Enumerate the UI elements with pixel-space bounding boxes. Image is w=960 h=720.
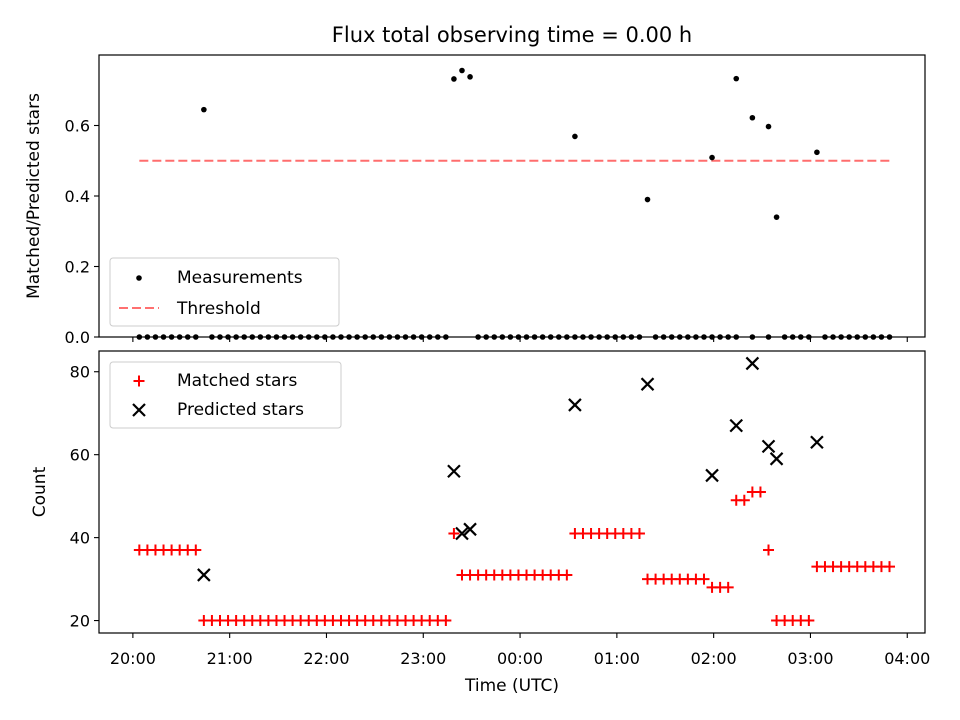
top-y-ticks: 0.0 0.2 0.4 0.6 <box>65 117 99 347</box>
top-y-tick-label: 0.2 <box>65 258 90 277</box>
bottom-legend-box <box>109 361 342 429</box>
matched-star-point <box>722 581 734 593</box>
matched-star-point <box>884 561 896 573</box>
x-axis-label: Time (UTC) <box>464 676 559 696</box>
x-tick-label: 00:00 <box>497 649 543 668</box>
measurement-point <box>572 133 578 140</box>
predicted-star-point <box>810 435 824 450</box>
measurement-point <box>201 106 207 113</box>
matched-star-point <box>738 494 750 506</box>
measurement-point <box>467 74 473 80</box>
top-x-ticks <box>132 337 908 342</box>
measurement-point <box>733 75 740 82</box>
bottom-y-tick-label: 80 <box>70 363 90 382</box>
measurement-point <box>709 154 715 161</box>
top-panel: 0.0 0.2 0.4 0.6 Matched/Predicted stars Mea… <box>24 54 926 347</box>
bottom-panel: 20 40 60 80 20:00 21:00 22:00 23:00 00:00 01:00 0… <box>30 350 930 696</box>
measurement-point <box>765 123 772 130</box>
predicted-star-point <box>745 356 760 371</box>
predicted-star-point <box>568 398 582 412</box>
x-tick-label: 20:00 <box>110 649 156 668</box>
predicted-star-point <box>640 377 655 391</box>
predicted-star-point <box>761 439 776 454</box>
predicted-star-point <box>705 468 719 483</box>
legend-predicted-label: Predicted stars <box>177 400 304 420</box>
legend-threshold-label: Threshold <box>176 299 261 319</box>
top-y-tick-label: 0.0 <box>65 328 90 347</box>
matched-star-point <box>763 544 775 556</box>
matched-star-point <box>190 544 202 556</box>
measurement-point <box>749 114 756 121</box>
figure-title: Flux total observing time = 0.00 h <box>332 23 692 47</box>
top-y-tick-label: 0.6 <box>65 117 90 136</box>
legend-measurements-marker <box>136 275 142 281</box>
legend-predicted-marker <box>132 403 146 417</box>
top-y-axis-label: Matched/Predicted stars <box>24 93 44 299</box>
measurement-point <box>773 214 780 220</box>
top-legend-box <box>109 257 340 327</box>
matched-star-point <box>754 486 766 498</box>
legend-matched-marker <box>133 375 145 387</box>
x-tick-label: 02:00 <box>691 649 737 668</box>
predicted-star-point <box>447 464 461 479</box>
bottom-y-tick-label: 20 <box>70 612 90 631</box>
predicted-star-point <box>463 522 477 537</box>
matched-star-point <box>561 569 573 581</box>
matched-star-point <box>633 527 645 539</box>
top-y-tick-label: 0.4 <box>65 187 90 206</box>
measurement-point <box>814 149 820 156</box>
bottom-legend: Matched stars Predicted stars <box>109 361 342 429</box>
x-tick-label: 23:00 <box>400 649 446 668</box>
legend-matched-label: Matched stars <box>177 371 297 391</box>
measurement-point <box>459 67 465 74</box>
bottom-axes-frame <box>98 350 926 634</box>
x-tick-label: 04:00 <box>884 649 930 668</box>
bottom-y-tick-label: 40 <box>70 529 90 548</box>
matched-star-point <box>803 615 815 627</box>
top-legend: Measurements Threshold <box>109 257 340 327</box>
predicted-star-point <box>455 526 469 541</box>
x-tick-label: 01:00 <box>594 649 640 668</box>
bottom-y-ticks: 20 40 60 80 <box>70 363 99 631</box>
predicted-star-point <box>729 418 744 433</box>
matched-star-point <box>448 527 460 539</box>
matched-star-point <box>698 573 710 585</box>
x-tick-label: 03:00 <box>787 649 833 668</box>
x-tick-label: 21:00 <box>207 649 253 668</box>
bottom-y-tick-label: 60 <box>70 446 90 465</box>
bottom-plot-area <box>133 356 896 627</box>
bottom-y-axis-label: Count <box>30 466 50 517</box>
x-tick-label: 22:00 <box>303 649 349 668</box>
legend-measurements-label: Measurements <box>177 268 303 288</box>
measurement-point <box>451 76 457 82</box>
bottom-x-ticks: 20:00 21:00 22:00 23:00 00:00 01:00 02:00 03:00… <box>110 633 930 668</box>
matched-star-point <box>440 615 452 627</box>
predicted-star-point <box>769 452 784 466</box>
measurement-point <box>644 196 651 203</box>
predicted-star-point <box>197 568 211 582</box>
